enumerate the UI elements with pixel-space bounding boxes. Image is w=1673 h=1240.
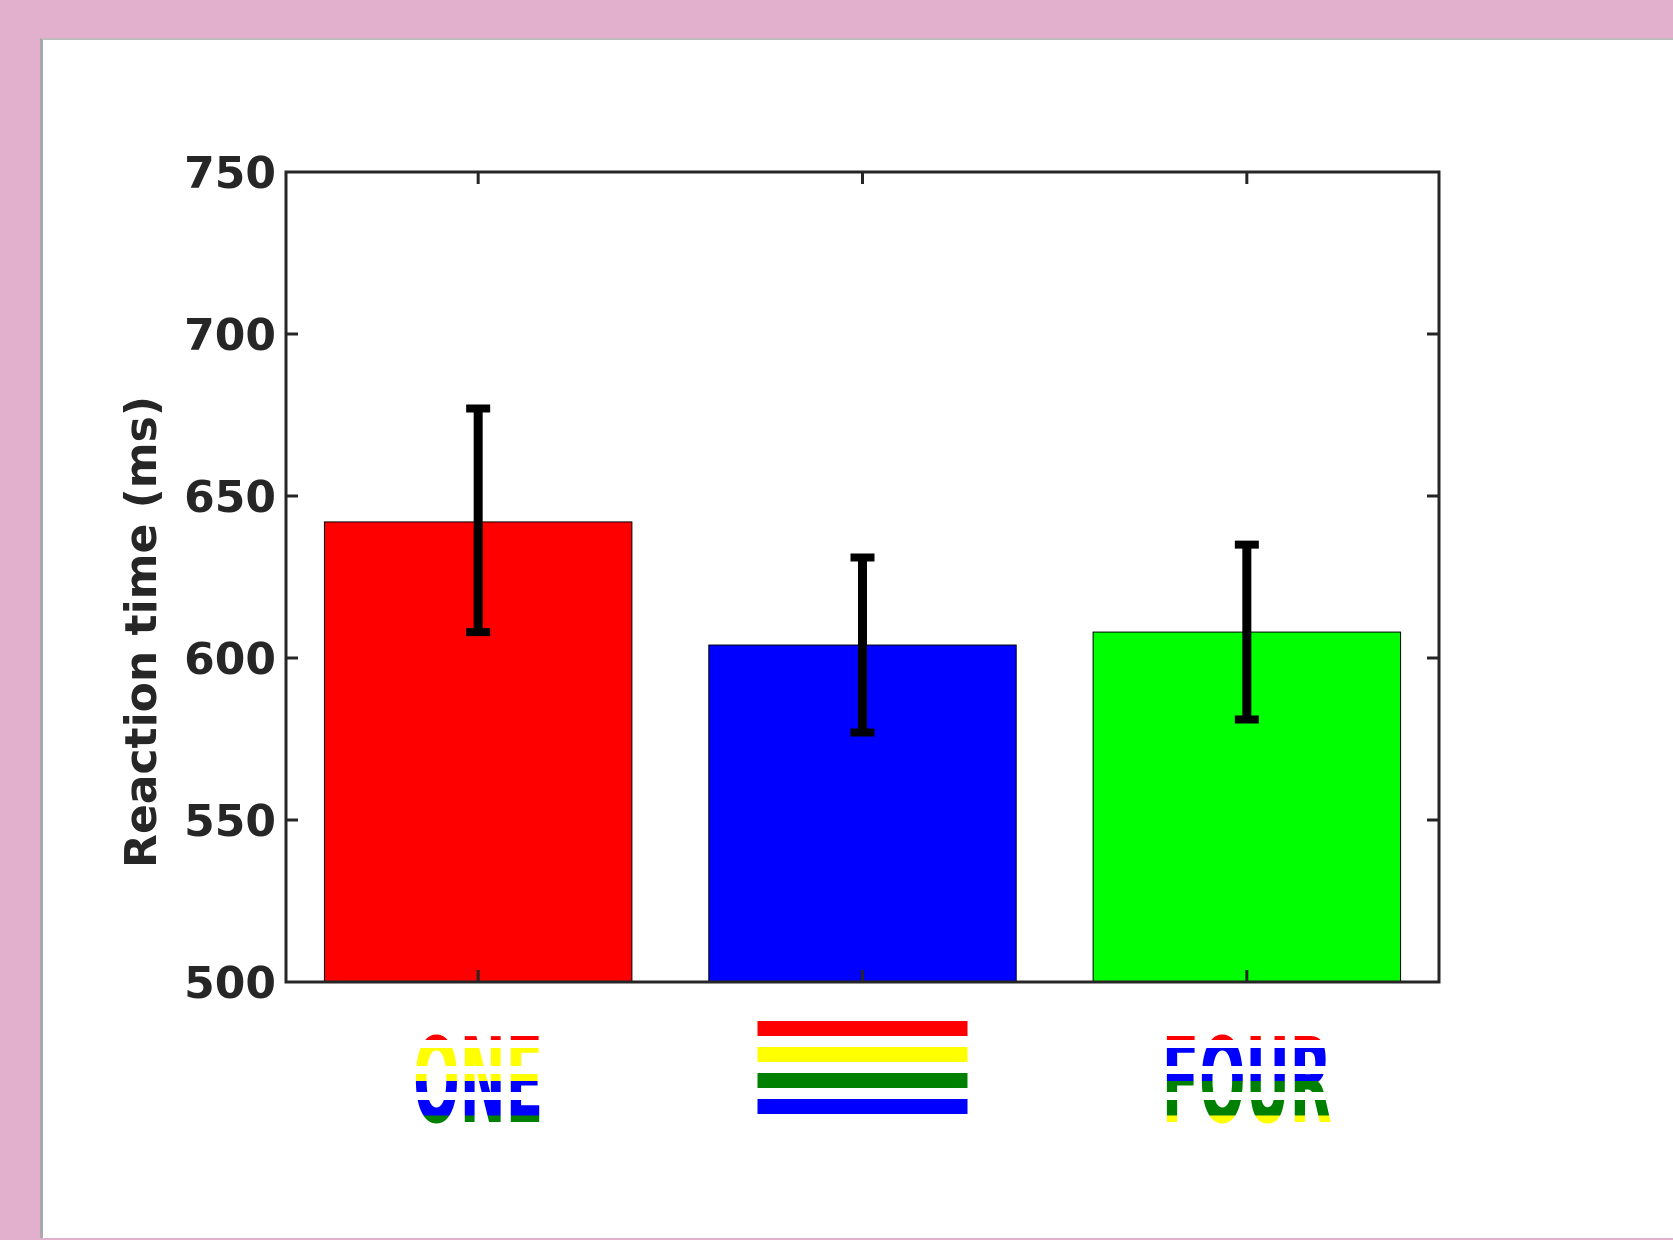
category-label-text: ONE <box>413 1012 543 1150</box>
y-tick-label: 500 <box>184 958 276 1009</box>
figure-panel: 500 550 600 650 700 750 Reaction time (ms) ON… <box>40 38 1673 1238</box>
bar-chart: 500 550 600 650 700 750 Reaction time (ms) ON… <box>116 148 1441 1150</box>
stripe-gap <box>1146 1092 1347 1100</box>
stripe-gap <box>378 1092 579 1100</box>
y-tick-labels: 500 550 600 650 700 750 <box>184 148 276 1009</box>
y-tick-label: 750 <box>184 148 276 199</box>
stripe-gap <box>1146 1040 1347 1048</box>
stripe-bar <box>757 1021 968 1036</box>
category-label-3: FOUR <box>1146 1012 1347 1150</box>
stripe-gap <box>1146 1066 1347 1074</box>
y-axis-title: Reaction time (ms) <box>116 396 167 868</box>
y-tick-label: 650 <box>184 472 276 523</box>
y-tick-label: 700 <box>184 310 276 361</box>
y-tick-label: 550 <box>184 796 276 847</box>
y-tick-label: 600 <box>184 634 276 685</box>
error-bar-1 <box>466 404 491 637</box>
error-bars-layer <box>466 404 1259 737</box>
error-bar-3 <box>1234 540 1259 724</box>
category-label-2 <box>757 1021 968 1114</box>
stripe-bar <box>757 1099 968 1114</box>
stripe-bar <box>757 1073 968 1088</box>
stripe-gap <box>378 1066 579 1074</box>
category-label-text: FOUR <box>1162 1012 1332 1150</box>
error-bar-2 <box>850 553 875 737</box>
category-label-1: ONE <box>378 1012 579 1150</box>
category-labels: ONE FOUR <box>378 1012 1347 1150</box>
ticks-layer <box>286 170 1439 984</box>
stripe-gap <box>378 1040 579 1048</box>
stripe-bar <box>757 1047 968 1062</box>
